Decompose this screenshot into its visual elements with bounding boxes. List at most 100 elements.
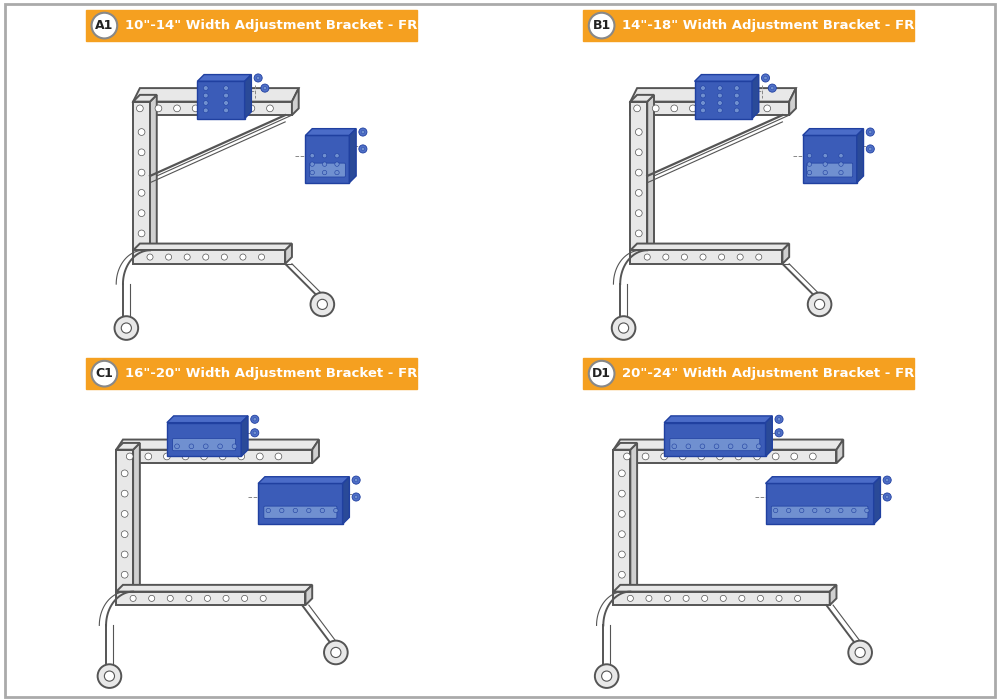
Polygon shape: [197, 75, 251, 81]
Circle shape: [354, 478, 358, 482]
Circle shape: [595, 664, 619, 688]
Circle shape: [138, 190, 145, 196]
Circle shape: [644, 254, 650, 260]
Circle shape: [147, 254, 153, 260]
Polygon shape: [613, 443, 637, 449]
Circle shape: [807, 170, 812, 175]
Circle shape: [786, 508, 791, 512]
Polygon shape: [630, 251, 782, 264]
Circle shape: [121, 470, 128, 477]
Circle shape: [734, 108, 739, 113]
Text: C1: C1: [95, 368, 113, 380]
Circle shape: [635, 169, 642, 176]
Circle shape: [768, 84, 776, 92]
Circle shape: [701, 101, 705, 105]
Polygon shape: [116, 585, 312, 591]
Circle shape: [719, 254, 725, 260]
Circle shape: [335, 170, 339, 175]
Circle shape: [224, 108, 228, 113]
Circle shape: [242, 595, 248, 601]
Circle shape: [737, 254, 743, 260]
Polygon shape: [167, 423, 241, 456]
Circle shape: [224, 93, 228, 98]
Circle shape: [354, 496, 358, 498]
Circle shape: [720, 595, 726, 601]
Circle shape: [311, 293, 334, 316]
Circle shape: [164, 453, 170, 460]
Circle shape: [266, 508, 270, 512]
Circle shape: [848, 640, 872, 664]
Circle shape: [115, 316, 138, 340]
Polygon shape: [695, 81, 752, 118]
Circle shape: [619, 323, 629, 333]
Circle shape: [138, 230, 145, 237]
Polygon shape: [830, 585, 836, 605]
Polygon shape: [613, 449, 630, 592]
Circle shape: [869, 147, 872, 150]
FancyBboxPatch shape: [173, 438, 235, 451]
Circle shape: [739, 595, 745, 601]
Polygon shape: [258, 484, 343, 524]
Circle shape: [869, 130, 872, 134]
Circle shape: [138, 169, 145, 176]
Polygon shape: [116, 449, 133, 592]
Circle shape: [201, 453, 207, 460]
Circle shape: [253, 431, 256, 435]
Circle shape: [192, 105, 199, 112]
Circle shape: [807, 162, 812, 167]
Circle shape: [138, 129, 145, 135]
Polygon shape: [630, 244, 789, 251]
Circle shape: [777, 431, 781, 435]
Circle shape: [681, 254, 687, 260]
Circle shape: [839, 162, 843, 167]
Polygon shape: [197, 81, 245, 118]
Circle shape: [619, 531, 625, 538]
Polygon shape: [613, 585, 836, 591]
Circle shape: [203, 85, 208, 90]
Circle shape: [809, 453, 816, 460]
Circle shape: [256, 453, 263, 460]
Polygon shape: [133, 102, 150, 251]
Circle shape: [689, 105, 696, 112]
FancyBboxPatch shape: [670, 438, 760, 451]
Circle shape: [121, 531, 128, 538]
Circle shape: [761, 74, 770, 82]
Text: A1: A1: [95, 19, 114, 32]
Polygon shape: [285, 244, 292, 264]
Polygon shape: [258, 477, 349, 484]
Circle shape: [701, 93, 705, 98]
Circle shape: [714, 444, 719, 449]
Circle shape: [663, 254, 669, 260]
Polygon shape: [752, 75, 759, 118]
Circle shape: [808, 293, 831, 316]
Polygon shape: [116, 443, 140, 449]
Circle shape: [267, 105, 273, 112]
Circle shape: [756, 444, 761, 449]
Circle shape: [322, 153, 327, 158]
Circle shape: [619, 551, 625, 558]
Text: 10"-14" Width Adjustment Bracket - FRMASMB12507: 10"-14" Width Adjustment Bracket - FRMAS…: [125, 19, 519, 32]
Polygon shape: [305, 129, 356, 135]
Circle shape: [619, 571, 625, 578]
Circle shape: [104, 671, 115, 681]
Circle shape: [646, 595, 652, 601]
Polygon shape: [803, 135, 857, 183]
Circle shape: [254, 74, 262, 82]
Polygon shape: [766, 484, 874, 524]
Circle shape: [775, 428, 783, 437]
FancyBboxPatch shape: [583, 10, 914, 41]
Text: 20"-24" Width Adjustment Bracket - FRMASMB12510: 20"-24" Width Adjustment Bracket - FRMAS…: [622, 368, 1000, 380]
Circle shape: [359, 128, 367, 136]
Circle shape: [671, 105, 678, 112]
Circle shape: [138, 210, 145, 216]
Circle shape: [232, 444, 237, 449]
Circle shape: [92, 13, 117, 38]
Circle shape: [211, 105, 218, 112]
Circle shape: [251, 428, 259, 437]
Circle shape: [718, 93, 722, 98]
Polygon shape: [305, 585, 312, 605]
Circle shape: [635, 149, 642, 155]
Circle shape: [167, 595, 173, 601]
Circle shape: [754, 453, 760, 460]
Circle shape: [92, 360, 117, 386]
